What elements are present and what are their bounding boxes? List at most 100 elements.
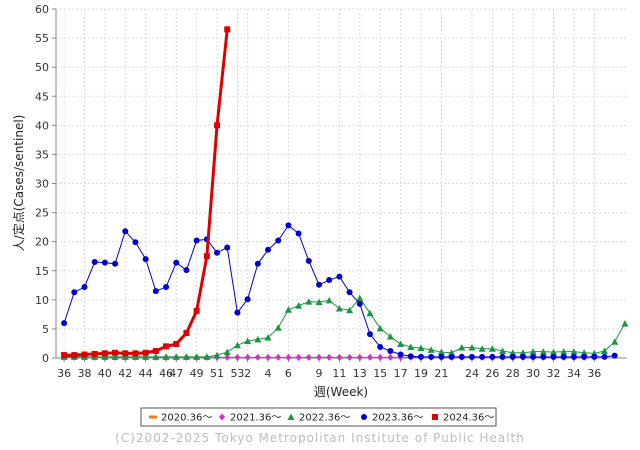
data-point	[499, 347, 507, 355]
legend-marker	[219, 413, 225, 421]
data-point	[437, 348, 445, 356]
y-tick-label: 0	[42, 352, 49, 365]
data-point	[325, 296, 333, 304]
data-point	[234, 353, 241, 361]
data-point	[601, 353, 608, 360]
x-tick-label: 32	[547, 367, 561, 380]
data-point	[316, 353, 323, 361]
data-point	[265, 353, 272, 361]
data-point	[377, 343, 384, 350]
data-point	[182, 353, 190, 360]
data-point	[203, 253, 210, 260]
x-tick-label: 36	[587, 367, 601, 380]
data-point	[224, 244, 231, 251]
data-point	[173, 341, 180, 348]
data-point	[386, 332, 394, 340]
data-point	[550, 353, 557, 360]
legend-label: 2022.36～	[299, 413, 350, 424]
x-tick-label: 53	[230, 367, 244, 380]
data-point	[366, 309, 374, 317]
data-point	[183, 329, 190, 336]
x-tick-label: 30	[526, 367, 540, 380]
y-tick-label: 10	[35, 294, 49, 307]
x-tick-label: 13	[353, 367, 367, 380]
data-point	[265, 246, 272, 253]
data-point	[233, 341, 241, 349]
data-point	[224, 353, 231, 361]
x-axis-title: 週(Week)	[314, 385, 368, 399]
x-tick-label: 42	[118, 367, 132, 380]
data-point	[478, 345, 486, 352]
data-point	[305, 353, 312, 361]
data-point	[162, 353, 170, 360]
data-point	[468, 353, 475, 360]
data-point	[101, 350, 108, 357]
x-tick-label: 24	[465, 367, 479, 380]
data-point	[519, 349, 527, 356]
data-point	[264, 334, 272, 341]
data-point	[284, 306, 292, 313]
legend-label: 2021.36～	[230, 413, 281, 424]
data-point	[244, 296, 251, 303]
x-tick-label: 36	[57, 367, 71, 380]
data-point	[254, 260, 261, 267]
data-point	[346, 289, 353, 296]
grid	[56, 8, 627, 358]
data-point	[152, 353, 160, 360]
data-point	[509, 349, 517, 356]
legend-label: 2023.36～	[372, 413, 423, 424]
data-point	[326, 353, 333, 361]
data-point	[183, 267, 190, 274]
legend-box	[140, 407, 497, 427]
legend-marker	[432, 414, 438, 420]
x-tick-label: 19	[414, 367, 428, 380]
data-point	[489, 353, 496, 360]
data-point	[397, 351, 404, 358]
data-point	[539, 348, 547, 355]
x-tick-label: 38	[77, 367, 91, 380]
y-axis-ticks: 0 5 10 15 20 25 30 35 40 45 50 55 60	[35, 3, 56, 365]
data-point	[316, 281, 323, 288]
data-point	[529, 348, 537, 355]
x-tick-label: 6	[285, 367, 292, 380]
data-point	[132, 239, 139, 246]
data-point	[458, 344, 466, 351]
y-tick-label: 55	[35, 32, 49, 45]
data-point	[223, 348, 231, 356]
data-point	[560, 353, 567, 360]
data-point	[203, 353, 211, 360]
x-tick-label: 11	[332, 367, 346, 380]
data-point	[366, 331, 373, 338]
data-point	[427, 346, 435, 353]
data-point	[132, 350, 139, 357]
data-point	[377, 353, 384, 361]
data-point	[479, 353, 486, 360]
x-tick-label: 49	[190, 367, 204, 380]
x-tick-label: 17	[394, 367, 408, 380]
data-point	[142, 256, 149, 263]
data-point	[193, 237, 200, 244]
copyright-text: (C)2002-2025 Tokyo Metropolitan Institut…	[115, 431, 525, 445]
legend-marker	[149, 415, 157, 419]
data-point	[61, 320, 68, 327]
data-point	[448, 349, 456, 356]
x-tick-label: 46	[159, 367, 173, 380]
data-point	[275, 353, 282, 361]
data-point	[244, 353, 251, 361]
y-tick-label: 25	[35, 207, 49, 220]
data-point	[387, 353, 394, 361]
data-point	[61, 352, 68, 359]
series-4	[61, 26, 231, 359]
data-point	[71, 289, 78, 296]
data-point	[458, 353, 465, 360]
data-point	[152, 288, 159, 295]
data-point	[152, 348, 159, 355]
data-point	[254, 335, 262, 343]
y-tick-label: 20	[35, 236, 49, 249]
data-point	[560, 348, 568, 355]
data-point	[295, 353, 302, 361]
data-point	[356, 294, 364, 302]
data-point	[611, 338, 619, 345]
data-point	[275, 237, 282, 244]
